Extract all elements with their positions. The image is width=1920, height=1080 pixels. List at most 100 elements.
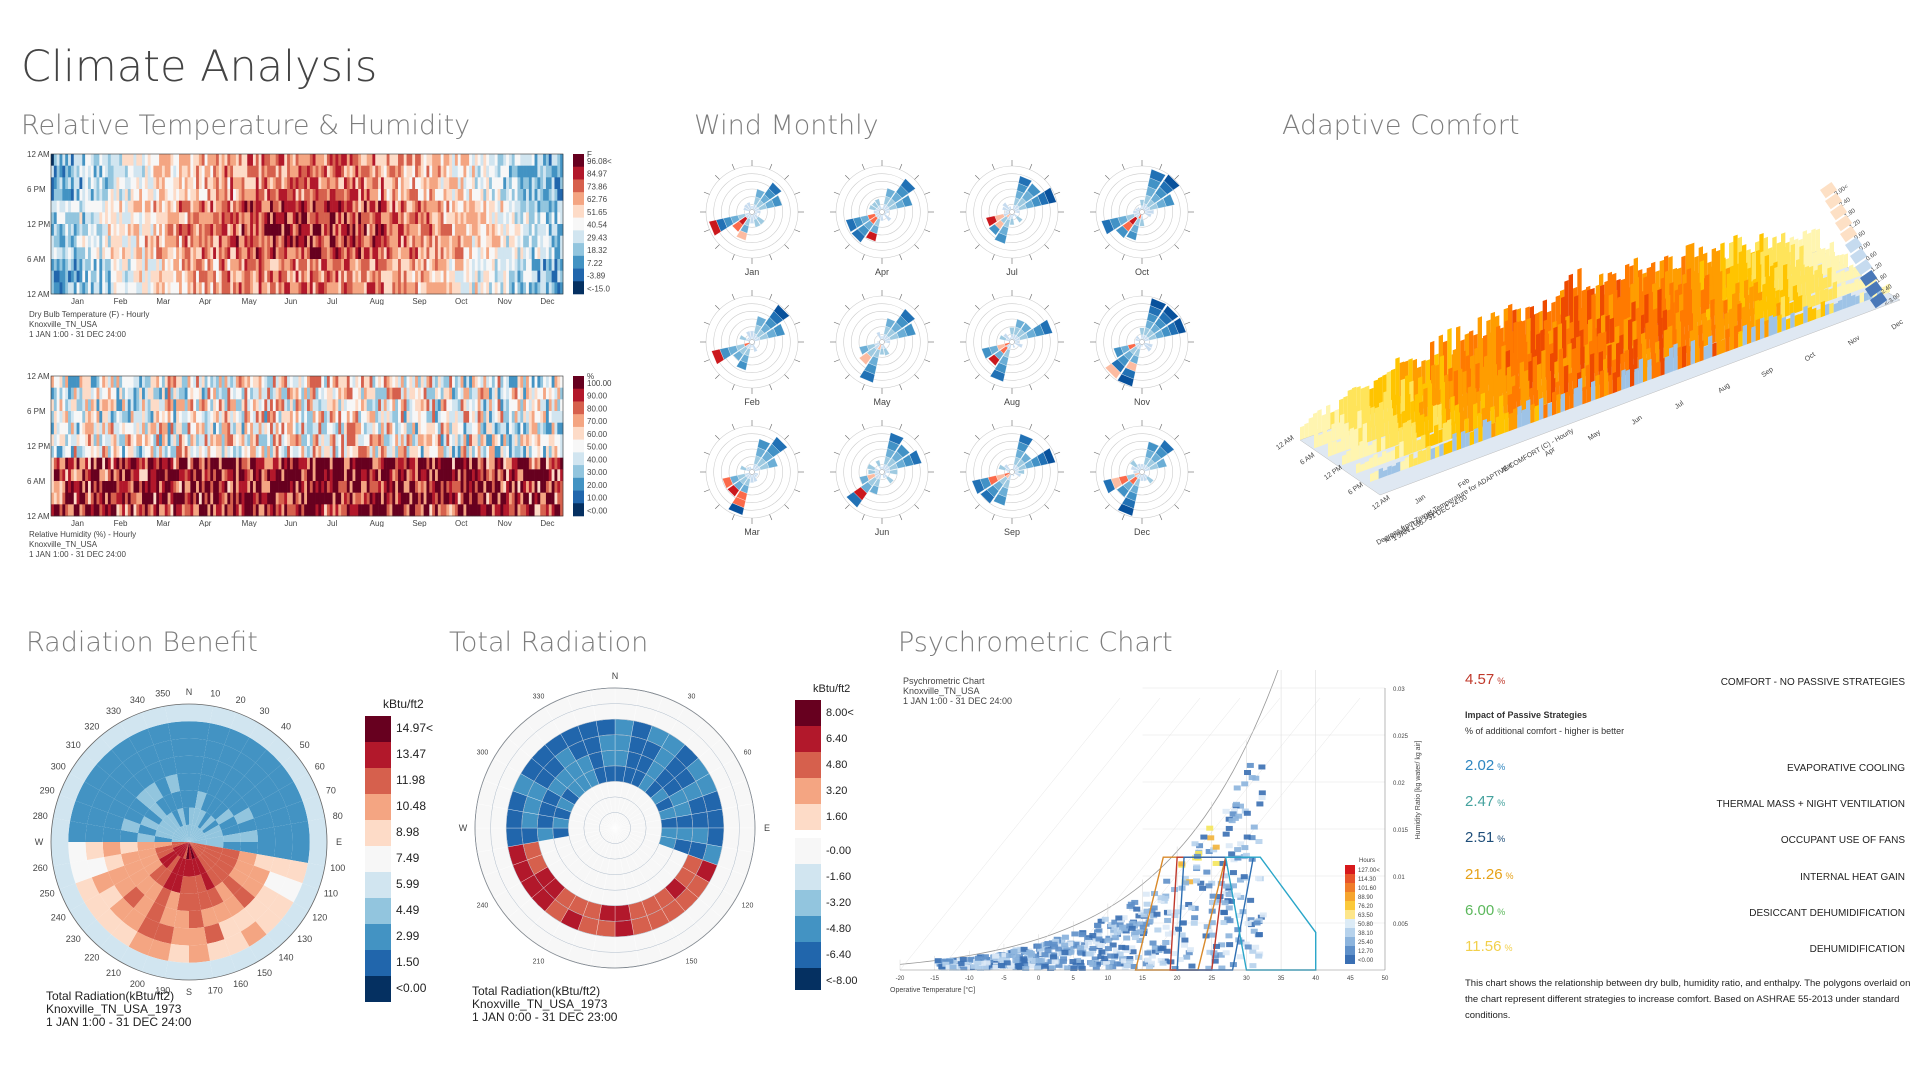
heatmap-cell: [289, 492, 294, 505]
heatmap-cell: [116, 376, 120, 388]
heatmap-cell: [221, 387, 225, 400]
heatmap-cell: [122, 282, 126, 295]
heatmap-cell: [355, 492, 359, 505]
heatmap-cell: [332, 177, 336, 190]
heatmap-cell: [62, 434, 66, 447]
heatmap-cell: [489, 165, 493, 178]
heatmap-cell: [142, 259, 146, 271]
heatmap-cell: [144, 504, 149, 517]
heatmap-cell: [87, 154, 92, 166]
heatmap-cell: [534, 469, 538, 482]
heatmap-cell: [227, 270, 231, 283]
wind-wedge: [885, 317, 896, 329]
heatmap-cell: [412, 376, 416, 388]
heatmap-cell: [514, 387, 518, 400]
wind-wedge: [757, 438, 771, 451]
heatmap-cell: [383, 235, 387, 248]
heatmap-cell: [133, 247, 137, 260]
rose-ring: [728, 448, 776, 496]
heatmap-cell: [68, 446, 72, 458]
heatmap-cell: [537, 259, 541, 271]
heatmap-cell: [420, 200, 424, 213]
heatmap-cell: [73, 154, 77, 166]
heatmap-cell: [267, 504, 271, 517]
rose-tick: [833, 359, 840, 363]
heatmap-cell: [233, 387, 237, 400]
heatmap-cell: [560, 165, 564, 178]
heatmap-cell: [307, 189, 311, 201]
heatmap-cell: [187, 247, 191, 260]
heatmap-cell: [122, 481, 126, 493]
heatmap-cell: [480, 235, 484, 248]
heatmap-cell: [329, 177, 333, 190]
heatmap-cell: [292, 469, 296, 482]
heatmap-cell: [59, 457, 63, 470]
heatmap-cell: [514, 446, 518, 458]
heatmap-cell: [324, 457, 328, 470]
wind-wedge: [728, 502, 745, 516]
heatmap-cell: [207, 212, 211, 225]
legend-label: 18.32: [587, 246, 608, 255]
heatmap-cell: [304, 376, 308, 388]
heatmap-cell: [79, 481, 83, 493]
heatmap-cell: [258, 481, 262, 493]
heatmap-cell: [315, 235, 319, 248]
heatmap-cell: [454, 177, 459, 190]
heatmap-cell: [201, 282, 205, 295]
heatmap-cell: [517, 200, 521, 213]
heatmap-cell: [142, 282, 146, 295]
heatmap-cell: [156, 165, 160, 178]
heatmap-cell: [452, 469, 456, 482]
heatmap-cell: [349, 434, 353, 447]
heatmap-cell: [355, 457, 359, 470]
heatmap-cell: [73, 504, 77, 517]
heatmap-cell: [307, 270, 311, 283]
heatmap-cell: [324, 259, 328, 271]
heatmap-cell: [523, 259, 527, 271]
heatmap-cell: [196, 165, 200, 178]
heatmap-cell: [432, 376, 436, 388]
heatmap-cell: [375, 492, 379, 505]
heatmap-cell: [483, 399, 487, 412]
heatmap-cell: [238, 504, 242, 517]
heatmap-cell: [400, 504, 405, 517]
heatmap-cell: [176, 446, 180, 458]
heatmap-cell: [210, 200, 214, 213]
heatmap-cell: [73, 399, 77, 412]
heatmap-cell: [483, 189, 487, 201]
heatmap-cell: [119, 469, 123, 482]
heatmap-cell: [506, 154, 510, 166]
caption-line: Dry Bulb Temperature (F) - Hourly: [29, 310, 150, 319]
heatmap-cell: [312, 399, 316, 412]
caption-line: Knoxville_TN_USA: [29, 320, 98, 329]
heatmap-cell: [309, 282, 313, 295]
heatmap-cell: [176, 481, 180, 493]
heatmap-cell: [210, 387, 214, 400]
heatmap-cell: [375, 411, 379, 423]
heatmap-cell: [363, 270, 368, 283]
heatmap-cell: [176, 177, 180, 190]
heatmap-cell: [204, 411, 208, 423]
heatmap-cell: [332, 411, 336, 423]
heatmap-cell: [523, 282, 527, 295]
heatmap-cell: [255, 154, 259, 166]
heatmap-cell: [272, 411, 277, 423]
heatmap-cell: [508, 212, 513, 225]
heatmap-cell: [437, 504, 441, 517]
heatmap-cell: [278, 399, 282, 412]
heatmap-cell: [116, 154, 120, 166]
heatmap-cell: [304, 235, 308, 248]
heatmap-cell: [386, 422, 390, 435]
heatmap-cell: [51, 434, 55, 447]
month-label: Feb: [744, 397, 760, 407]
heatmap-cell: [440, 434, 444, 447]
heatmap-cell: [124, 189, 129, 201]
heatmap-cell: [221, 154, 225, 166]
heatmap-cell: [76, 259, 80, 271]
heatmap-cell: [526, 282, 530, 295]
heatmap-cell: [477, 504, 481, 517]
heatmap-cell: [173, 282, 177, 295]
heatmap-cell: [417, 434, 422, 447]
heatmap-cell: [210, 270, 214, 283]
heatmap-cell: [136, 492, 140, 505]
